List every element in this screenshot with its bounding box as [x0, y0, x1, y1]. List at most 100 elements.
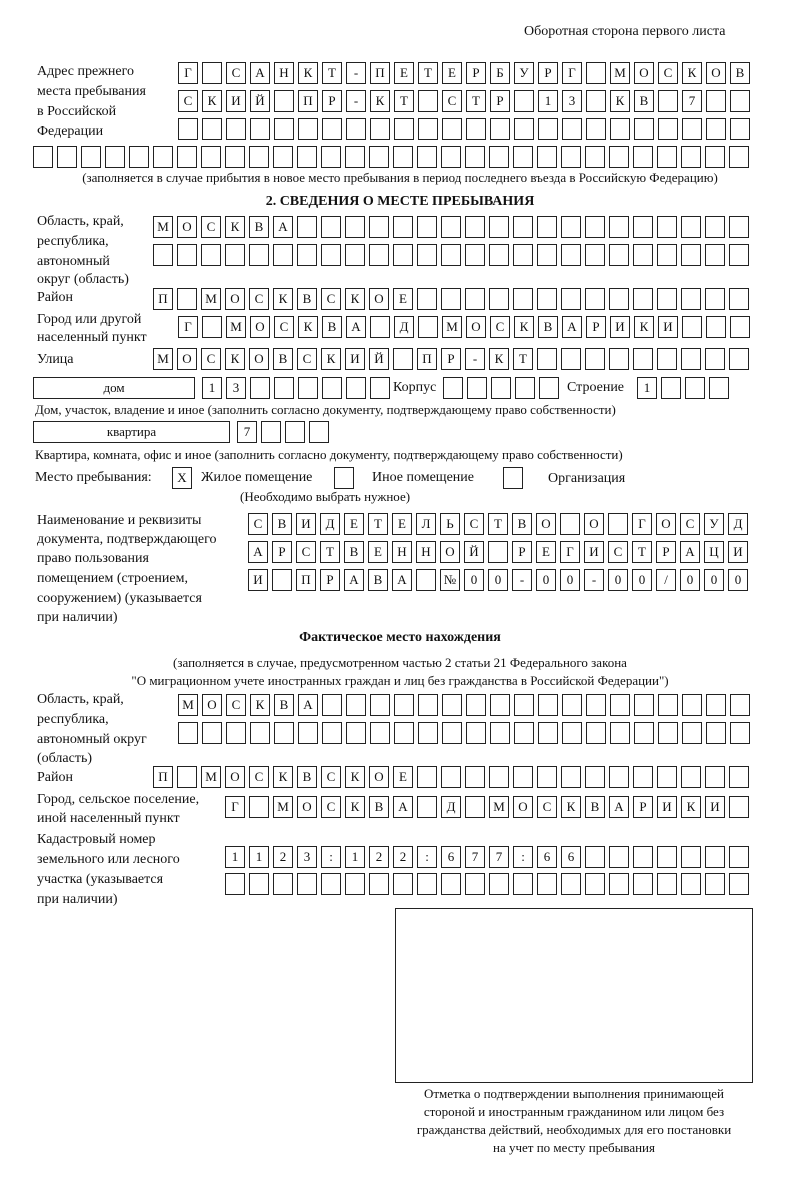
- letter-cell[interactable]: С: [274, 316, 294, 338]
- letter-cell[interactable]: [249, 873, 269, 895]
- letter-cell[interactable]: [250, 722, 270, 744]
- letter-cell[interactable]: [609, 846, 629, 868]
- letter-cell[interactable]: [633, 873, 653, 895]
- letter-cell[interactable]: Т: [513, 348, 533, 370]
- letter-cell[interactable]: К: [610, 90, 630, 112]
- letter-cell[interactable]: В: [249, 216, 269, 238]
- letter-cell[interactable]: [538, 118, 558, 140]
- letter-cell[interactable]: О: [634, 62, 654, 84]
- letter-cell[interactable]: К: [202, 90, 222, 112]
- letter-cell[interactable]: В: [344, 541, 364, 563]
- letter-cell[interactable]: В: [297, 288, 317, 310]
- letter-cell[interactable]: [273, 244, 293, 266]
- letter-cell[interactable]: [729, 846, 749, 868]
- letter-cell[interactable]: [178, 722, 198, 744]
- letter-cell[interactable]: [418, 90, 438, 112]
- letter-cell[interactable]: А: [273, 216, 293, 238]
- letter-cell[interactable]: И: [728, 541, 748, 563]
- letter-cell[interactable]: С: [226, 62, 246, 84]
- letter-cell[interactable]: [345, 244, 365, 266]
- letter-cell[interactable]: [441, 146, 461, 168]
- letter-cell[interactable]: Ь: [440, 513, 460, 535]
- letter-cell[interactable]: И: [248, 569, 268, 591]
- letter-cell[interactable]: [393, 244, 413, 266]
- letter-cell[interactable]: С: [201, 216, 221, 238]
- letter-cell[interactable]: 0: [608, 569, 628, 591]
- letter-cell[interactable]: 2: [273, 846, 293, 868]
- letter-cell[interactable]: П: [296, 569, 316, 591]
- letter-cell[interactable]: [394, 722, 414, 744]
- letter-cell[interactable]: К: [250, 694, 270, 716]
- letter-cell[interactable]: 0: [728, 569, 748, 591]
- letter-cell[interactable]: Н: [392, 541, 412, 563]
- letter-cell[interactable]: А: [392, 569, 412, 591]
- letter-cell[interactable]: :: [321, 846, 341, 868]
- letter-cell[interactable]: [705, 766, 725, 788]
- letter-cell[interactable]: [681, 244, 701, 266]
- letter-cell[interactable]: К: [273, 288, 293, 310]
- letter-cell[interactable]: [417, 796, 437, 818]
- letter-cell[interactable]: К: [561, 796, 581, 818]
- letter-cell[interactable]: [272, 569, 292, 591]
- letter-cell[interactable]: [685, 377, 705, 399]
- letter-cell[interactable]: [177, 244, 197, 266]
- letter-cell[interactable]: [537, 244, 557, 266]
- letter-cell[interactable]: О: [225, 288, 245, 310]
- letter-cell[interactable]: Е: [393, 766, 413, 788]
- letter-cell[interactable]: Г: [178, 62, 198, 84]
- letter-cell[interactable]: О: [706, 62, 726, 84]
- letter-cell[interactable]: [129, 146, 149, 168]
- letter-cell[interactable]: [562, 118, 582, 140]
- house-type-field[interactable]: дом: [33, 377, 195, 399]
- letter-cell[interactable]: [346, 694, 366, 716]
- letter-cell[interactable]: [585, 846, 605, 868]
- letter-cell[interactable]: Г: [560, 541, 580, 563]
- letter-cell[interactable]: [633, 216, 653, 238]
- letter-cell[interactable]: В: [272, 513, 292, 535]
- letter-cell[interactable]: 1: [637, 377, 657, 399]
- letter-cell[interactable]: [322, 694, 342, 716]
- letter-cell[interactable]: [202, 62, 222, 84]
- letter-cell[interactable]: [657, 873, 677, 895]
- letter-cell[interactable]: [705, 146, 725, 168]
- letter-cell[interactable]: [561, 766, 581, 788]
- letter-cell[interactable]: [57, 146, 77, 168]
- letter-cell[interactable]: [586, 90, 606, 112]
- letter-cell[interactable]: Т: [368, 513, 388, 535]
- letter-cell[interactable]: [369, 873, 389, 895]
- letter-cell[interactable]: [706, 90, 726, 112]
- letter-cell[interactable]: [657, 244, 677, 266]
- letter-cell[interactable]: С: [537, 796, 557, 818]
- letter-cell[interactable]: [609, 216, 629, 238]
- letter-cell[interactable]: [370, 316, 390, 338]
- letter-cell[interactable]: 1: [202, 377, 222, 399]
- letter-cell[interactable]: [273, 146, 293, 168]
- letter-cell[interactable]: [681, 288, 701, 310]
- letter-cell[interactable]: Е: [392, 513, 412, 535]
- letter-cell[interactable]: А: [609, 796, 629, 818]
- letter-cell[interactable]: [370, 694, 390, 716]
- letter-cell[interactable]: [488, 541, 508, 563]
- letter-cell[interactable]: -: [346, 62, 366, 84]
- letter-cell[interactable]: П: [370, 62, 390, 84]
- letter-cell[interactable]: В: [369, 796, 389, 818]
- letter-cell[interactable]: 6: [537, 846, 557, 868]
- letter-cell[interactable]: Т: [488, 513, 508, 535]
- letter-cell[interactable]: [657, 146, 677, 168]
- letter-cell[interactable]: [561, 244, 581, 266]
- letter-cell[interactable]: [539, 377, 559, 399]
- letter-cell[interactable]: [730, 722, 750, 744]
- letter-cell[interactable]: 0: [680, 569, 700, 591]
- letter-cell[interactable]: [345, 873, 365, 895]
- letter-cell[interactable]: А: [344, 569, 364, 591]
- letter-cell[interactable]: М: [610, 62, 630, 84]
- letter-cell[interactable]: [585, 873, 605, 895]
- letter-cell[interactable]: [417, 873, 437, 895]
- letter-cell[interactable]: А: [248, 541, 268, 563]
- letter-cell[interactable]: Ц: [704, 541, 724, 563]
- letter-cell[interactable]: [417, 766, 437, 788]
- letter-cell[interactable]: Г: [562, 62, 582, 84]
- letter-cell[interactable]: [661, 377, 681, 399]
- letter-cell[interactable]: [465, 244, 485, 266]
- letter-cell[interactable]: [537, 348, 557, 370]
